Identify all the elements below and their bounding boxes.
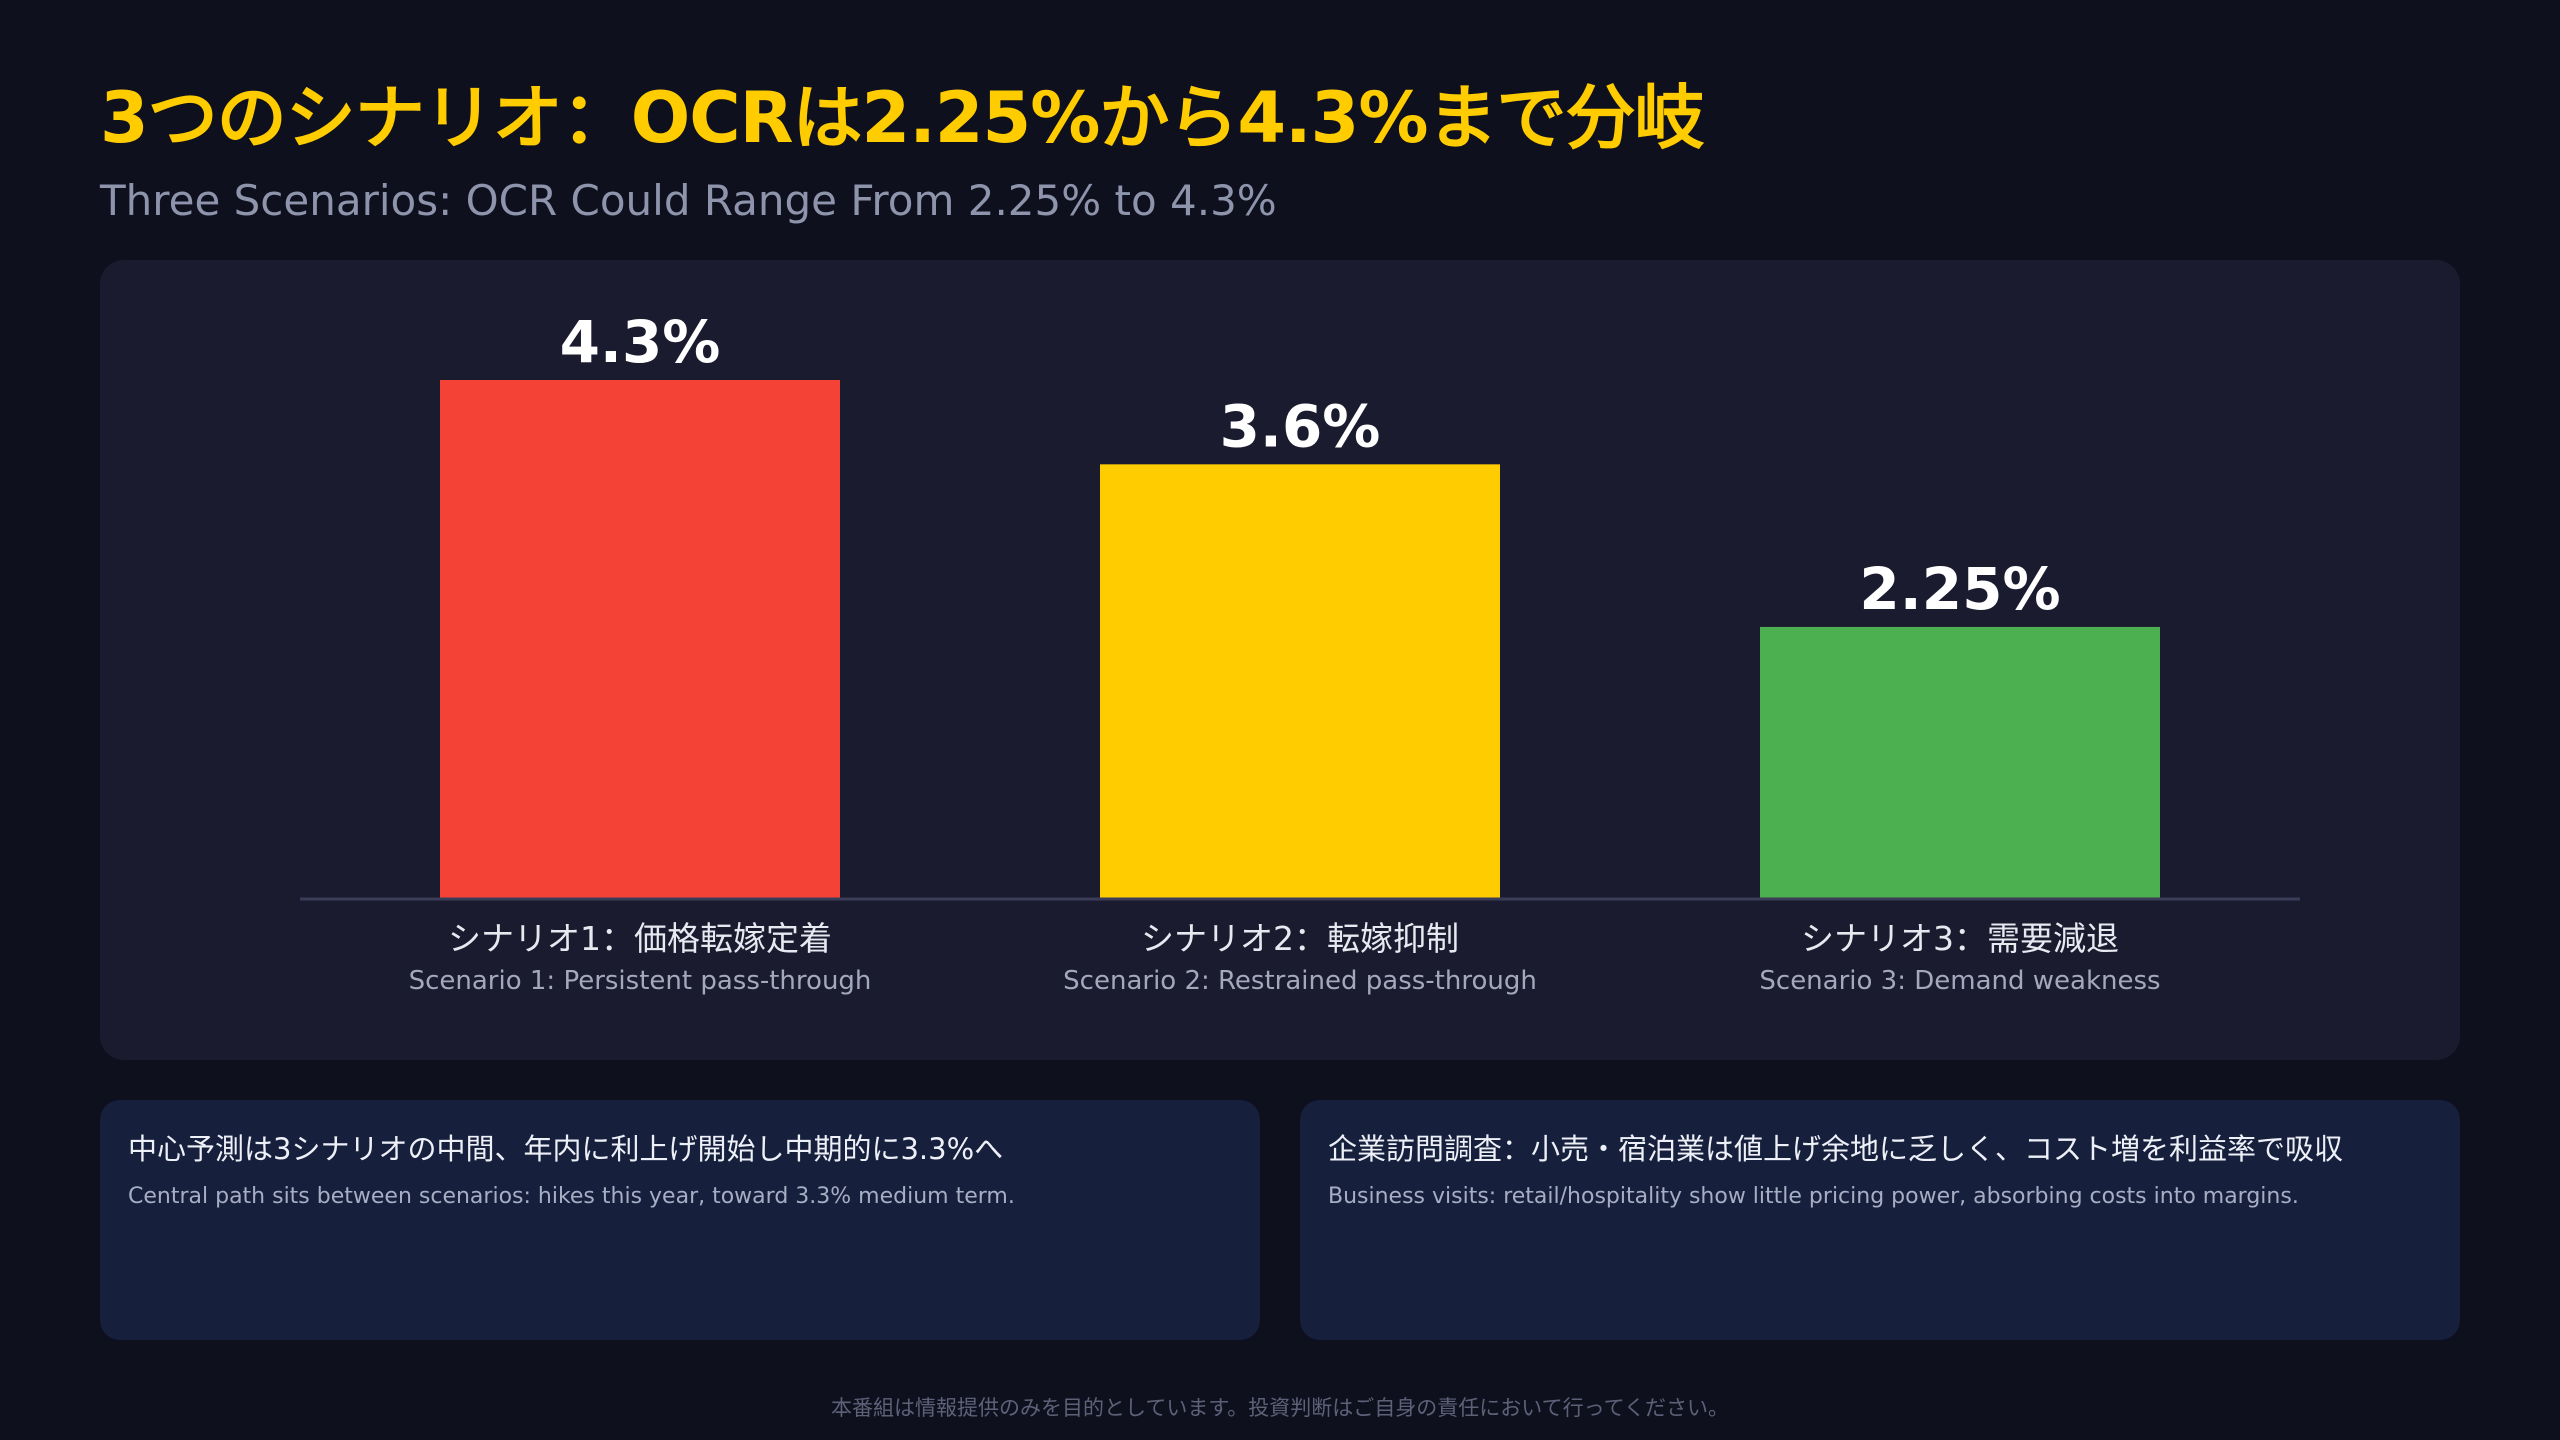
category-subtitle-1: Scenario 1: Persistent pass-through xyxy=(409,966,872,996)
card-title: 中心予測は3シナリオの中間、年内に利上げ開始し中期的に3.3%へ xyxy=(128,1132,1004,1166)
value-label-3: 2.25% xyxy=(1859,555,2060,623)
bar-2 xyxy=(1100,464,1500,898)
value-label-1: 4.3% xyxy=(560,308,721,376)
category-subtitle-2: Scenario 2: Restrained pass-through xyxy=(1063,966,1537,996)
bar-3 xyxy=(1760,626,2160,898)
bar-chart: 4.3% シナリオ1：価格転嫁定着 Scenario 1: Persistent p… xyxy=(300,308,2300,996)
category-label-1: シナリオ1：価格転嫁定着 xyxy=(448,919,832,958)
category-subtitle-3: Scenario 3: Demand weakness xyxy=(1759,966,2160,996)
card-text: Business visits: retail/hospitality show… xyxy=(1328,1184,2299,1209)
business-visits-card: 企業訪問調査：小売・宿泊業は値上げ余地に乏しく、コスト増を利益率で吸収 Busi… xyxy=(1300,1100,2460,1340)
card-title: 企業訪問調査：小売・宿泊業は値上げ余地に乏しく、コスト増を利益率で吸収 xyxy=(1328,1132,2344,1166)
category-label-3: シナリオ3：需要減退 xyxy=(1801,919,2119,958)
central-forecast-card: 中心予測は3シナリオの中間、年内に利上げ開始し中期的に3.3%へ Central… xyxy=(100,1100,1260,1340)
disclaimer-footer: 本番組は情報提供のみを目的としています。投資判断はご自身の責任において行ってくだ… xyxy=(831,1396,1729,1420)
card-text: Central path sits between scenarios: hik… xyxy=(128,1184,1015,1209)
value-label-2: 3.6% xyxy=(1220,392,1381,460)
page-title: 3つのシナリオ：OCRは2.25%から4.3%まで分岐 xyxy=(100,77,1704,159)
bar-1 xyxy=(440,380,840,898)
page-subtitle: Three Scenarios: OCR Could Range From 2.… xyxy=(100,176,1277,225)
category-label-2: シナリオ2：転嫁抑制 xyxy=(1141,919,1459,958)
chart-panel: 4.3% シナリオ1：価格転嫁定着 Scenario 1: Persistent p… xyxy=(100,260,2460,1060)
